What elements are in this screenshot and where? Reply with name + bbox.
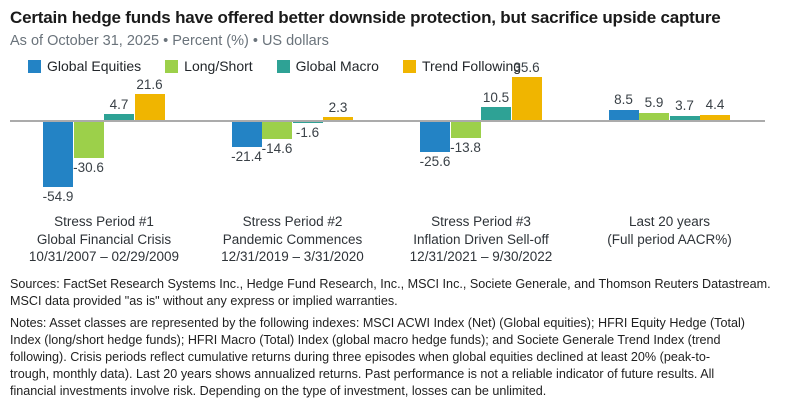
legend-label: Global Macro	[295, 58, 379, 74]
bar-long-short-group1	[73, 121, 104, 159]
chart-legend: Global Equities Long/Short Global Macro Tre…	[28, 58, 789, 74]
value-label: 4.7	[109, 96, 129, 112]
text-line: Notes: Asset classes are represented by …	[10, 316, 745, 330]
zero-axis-line	[10, 120, 765, 122]
category-label-group4: Last 20 years (Full period AACR%)	[565, 213, 775, 248]
bar-trend-following-group1	[134, 94, 165, 120]
category-label-group2: Stress Period #2 Pandemic Commences 12/31/…	[188, 213, 398, 266]
value-label: -25.6	[419, 153, 451, 169]
legend-swatch-icon	[28, 59, 41, 73]
bar-long-short-group3	[450, 121, 481, 139]
bar-long-short-group4	[639, 112, 669, 120]
page-title: Certain hedge funds have offered better …	[10, 8, 721, 27]
category-label-line: Last 20 years	[628, 214, 711, 229]
bar-global-equities-group1	[43, 121, 73, 188]
value-label: 35.6	[513, 59, 540, 75]
legend-item-global-equities: Global Equities	[28, 58, 141, 74]
text-line: Index (long/short hedge funds); HFRI Mac…	[10, 333, 721, 347]
bar-global-macro-group1	[104, 114, 134, 120]
bar-trend-following-group2	[323, 117, 353, 120]
text-line: trough, monthly data). Last 20 years sho…	[10, 367, 715, 381]
bar-global-macro-group4	[669, 115, 700, 120]
legend-label: Long/Short	[184, 58, 253, 74]
category-label-line: Stress Period #2	[242, 214, 343, 229]
value-label: -13.8	[450, 139, 481, 155]
sources-text: Sources: FactSet Research Systems Inc., …	[10, 276, 789, 310]
value-label: -21.4	[231, 148, 262, 164]
legend-item-trend-following: Trend Following	[402, 58, 522, 74]
value-label: 10.5	[482, 89, 510, 105]
bar-global-equities-group2	[231, 121, 262, 148]
category-label-line: Stress Period #3	[431, 214, 531, 229]
bar-global-equities-group4	[608, 109, 639, 120]
category-label-group3: Stress Period #3 Inflation Driven Sell-of…	[376, 213, 586, 266]
notes-text: Notes: Asset classes are represented by …	[10, 315, 789, 400]
value-label: -54.9	[42, 188, 74, 204]
bar-long-short-group2	[262, 121, 292, 140]
bar-chart: -54.9 -30.6 4.7 21.6 Stress Period #1 Global …	[0, 60, 799, 273]
category-label-line: Global Financial Crisis	[36, 231, 172, 247]
bar-global-macro-group2	[292, 121, 323, 124]
category-label-group1: Stress Period #1 Global Financial Crisis 1…	[0, 213, 209, 266]
text-line: Sources: FactSet Research Systems Inc., …	[10, 277, 771, 291]
legend-swatch-icon	[165, 59, 179, 73]
value-label: -30.6	[73, 159, 104, 175]
category-label-line: Pandemic Commences	[222, 231, 363, 247]
category-label-line: 10/31/2007 – 02/29/2009	[28, 249, 180, 264]
value-label: 3.7	[675, 98, 694, 114]
chart-subtitle: As of October 31, 2025 • Percent (%) • U…	[10, 33, 329, 49]
bar-trend-following-group3	[511, 77, 542, 120]
category-label-line: Stress Period #1	[54, 214, 154, 229]
value-label: 2.3	[328, 99, 348, 115]
text-line: financial investments involve risk. Depe…	[10, 384, 547, 398]
legend-item-long-short: Long/Short	[165, 58, 253, 74]
value-label: 4.4	[705, 97, 725, 113]
bar-global-macro-group3	[481, 107, 511, 120]
legend-label: Global Equities	[47, 58, 142, 74]
bar-global-equities-group3	[420, 121, 450, 153]
category-label-line: 12/31/2019 – 3/31/2020	[221, 249, 364, 264]
value-label: -14.6	[261, 140, 293, 156]
value-label: 21.6	[136, 76, 163, 92]
text-line: following). Crisis periods reflect cumul…	[10, 350, 711, 364]
category-label-line: 12/31/2021 – 9/30/2022	[409, 249, 553, 264]
category-label-line: Inflation Driven Sell-off	[413, 231, 549, 247]
bar-trend-following-group4	[700, 114, 730, 120]
legend-swatch-icon	[402, 59, 416, 73]
value-label: -1.6	[295, 124, 320, 140]
value-label: 8.5	[614, 92, 633, 108]
category-label-line: (Full period AACR%)	[607, 231, 732, 247]
text-line: MSCI data provided "as is" without any e…	[10, 294, 398, 308]
legend-swatch-icon	[276, 59, 290, 73]
legend-item-global-macro: Global Macro	[276, 58, 379, 74]
legend-label: Trend Following	[421, 58, 522, 74]
value-label: 5.9	[644, 95, 664, 111]
